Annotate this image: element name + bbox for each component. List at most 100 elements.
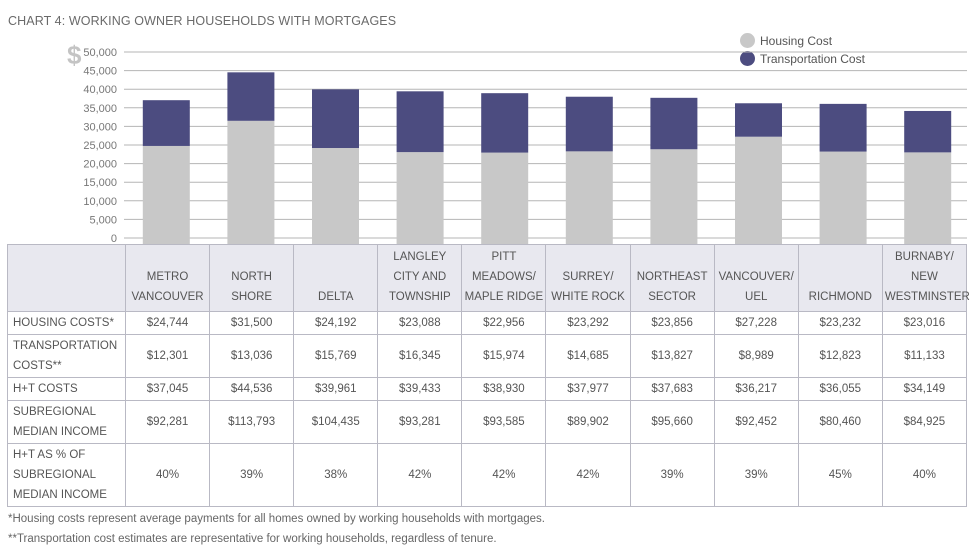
table-cell: $23,856 xyxy=(629,311,715,335)
row-label: HOUSING COSTS* xyxy=(7,311,126,335)
column-header: DELTA xyxy=(293,244,379,312)
column-header-line: NEW xyxy=(911,271,938,283)
bar-housing xyxy=(735,136,782,244)
footnote-transportation: **Transportation cost estimates are repr… xyxy=(8,533,497,545)
y-tick-label: 25,000 xyxy=(83,140,117,152)
column-header: BURNABY/NEW WESTMINSTER xyxy=(881,244,970,312)
column-header-line: VANCOUVER/ xyxy=(718,271,794,283)
row-label: H+T COSTS xyxy=(7,377,126,401)
table-cell: $95,660 xyxy=(629,400,715,444)
table-corner-cell xyxy=(7,244,126,312)
column-header: METRO VANCOUVER xyxy=(124,244,211,312)
y-tick-label: 10,000 xyxy=(83,196,117,208)
column-header-line: UEL xyxy=(745,291,768,303)
y-tick-label: 35,000 xyxy=(83,103,117,115)
column-header-line: VANCOUVER xyxy=(131,291,204,303)
column-header: LANGLEY CITY AND TOWNSHIP xyxy=(377,244,463,312)
table-cell: $113,793 xyxy=(209,400,295,444)
row-label-line: HOUSING COSTS* xyxy=(13,317,114,329)
table-cell: 39% xyxy=(713,443,799,507)
stacked-bar-chart: 0 5,000 10,000 15,000 20,000 25,000 30,000 35,0… xyxy=(83,47,967,244)
table-cell: $13,827 xyxy=(629,334,715,378)
column-header-line: NORTHEAST xyxy=(636,271,708,283)
bar-housing xyxy=(904,152,952,244)
table-row: SUBREGIONAL MEDIAN INCOME $92,281 $113,793 $… xyxy=(7,400,968,444)
column-header-line: SECTOR xyxy=(648,291,696,303)
table-cell: $12,301 xyxy=(124,334,211,378)
legend-swatch-housing xyxy=(740,33,755,48)
row-label-line: MEDIAN INCOME xyxy=(13,426,107,438)
table-cell: $37,683 xyxy=(629,377,715,401)
bar-transportation xyxy=(481,93,529,153)
table-row: TRANSPORTATION COSTS** $12,301 $13,036 $15,7… xyxy=(7,334,968,378)
column-header: PITT MEADOWS/MAPLE RIDGE xyxy=(461,244,547,312)
column-header-line: TOWNSHIP xyxy=(388,291,451,303)
table-cell: $104,435 xyxy=(293,400,379,444)
table-cell: $15,769 xyxy=(293,334,379,378)
column-header-line: MAPLE RIDGE xyxy=(464,291,544,303)
column-header-line: NORTH xyxy=(231,271,272,283)
y-tick-label: 30,000 xyxy=(83,121,117,133)
table-cell: $11,133 xyxy=(881,334,968,378)
table-body: HOUSING COSTS* $24,744 $31,500 $24,192 $23,0… xyxy=(7,311,968,507)
y-tick-label: 15,000 xyxy=(83,177,117,189)
y-tick-label: 50,000 xyxy=(83,47,117,59)
bar-transportation xyxy=(650,97,698,150)
table-cell: 39% xyxy=(629,443,715,507)
bar-transportation xyxy=(227,72,275,121)
y-tick-label: 40,000 xyxy=(83,84,117,96)
bar-transportation xyxy=(396,91,444,153)
column-header-line: METRO xyxy=(146,271,189,283)
table-cell: $36,055 xyxy=(797,377,883,401)
table-cell: $23,232 xyxy=(797,311,883,335)
bar-transportation xyxy=(312,89,359,149)
bar-housing xyxy=(565,151,613,244)
column-header-line: SHORE xyxy=(231,291,273,303)
y-tick-label: 0 xyxy=(111,233,117,244)
table-header-row: METRO VANCOUVER NORTH SHORE DELTA LANGLEY CITY… xyxy=(7,244,970,312)
table-cell: $34,149 xyxy=(881,377,968,401)
column-header-line: CITY AND xyxy=(393,271,447,283)
table-cell: $16,345 xyxy=(377,334,463,378)
table-row: HOUSING COSTS* $24,744 $31,500 $24,192 $23,0… xyxy=(7,311,968,335)
bar-transportation xyxy=(565,96,613,152)
table-cell: 40% xyxy=(124,443,211,507)
table-cell: 42% xyxy=(461,443,547,507)
column-header-line: PITT xyxy=(491,251,517,263)
y-tick-label: 5,000 xyxy=(89,214,117,226)
y-tick-label: 20,000 xyxy=(83,159,117,171)
bar-transportation xyxy=(819,103,867,152)
row-label-line: MEDIAN INCOME xyxy=(13,489,107,501)
bar-housing xyxy=(142,145,190,244)
column-header-line: MEADOWS/ xyxy=(471,271,536,283)
table-row: H+T AS % OF SUBREGIONAL MEDIAN INCOME 40% 39… xyxy=(7,443,968,507)
column-header-line: LANGLEY xyxy=(393,251,447,263)
column-header: VANCOUVER/UEL xyxy=(713,244,799,312)
currency-symbol: $ xyxy=(67,40,82,70)
row-label-line: SUBREGIONAL xyxy=(13,469,97,481)
column-header: NORTHEAST SECTOR xyxy=(629,244,715,312)
table-cell: $39,433 xyxy=(377,377,463,401)
table-cell: 39% xyxy=(209,443,295,507)
table-cell: $23,016 xyxy=(881,311,968,335)
table-cell: $80,460 xyxy=(797,400,883,444)
bar-housing xyxy=(481,152,529,244)
column-header: NORTH SHORE xyxy=(209,244,295,312)
row-label-line: SUBREGIONAL xyxy=(13,406,97,418)
column-header-line: WHITE ROCK xyxy=(551,291,625,303)
column-header: SURREY/WHITE ROCK xyxy=(545,244,631,312)
row-label-line: COSTS** xyxy=(13,360,62,372)
table-cell: $44,536 xyxy=(209,377,295,401)
table-cell: $38,930 xyxy=(461,377,547,401)
y-tick-label: 45,000 xyxy=(83,66,117,78)
footnote-housing: *Housing costs represent average payment… xyxy=(8,513,545,525)
table-cell: $93,281 xyxy=(377,400,463,444)
chart-legend: Housing Cost Transportation Cost xyxy=(740,33,980,69)
chart-title: CHART 4: WORKING OWNER HOUSEHOLDS WITH M… xyxy=(8,14,397,28)
table-cell: $89,902 xyxy=(545,400,631,444)
table-cell: $24,192 xyxy=(293,311,379,335)
column-header-line: RICHMOND xyxy=(808,291,872,303)
table-cell: 45% xyxy=(797,443,883,507)
legend-label-transportation: Transportation Cost xyxy=(760,51,865,66)
table-cell: $27,228 xyxy=(713,311,799,335)
